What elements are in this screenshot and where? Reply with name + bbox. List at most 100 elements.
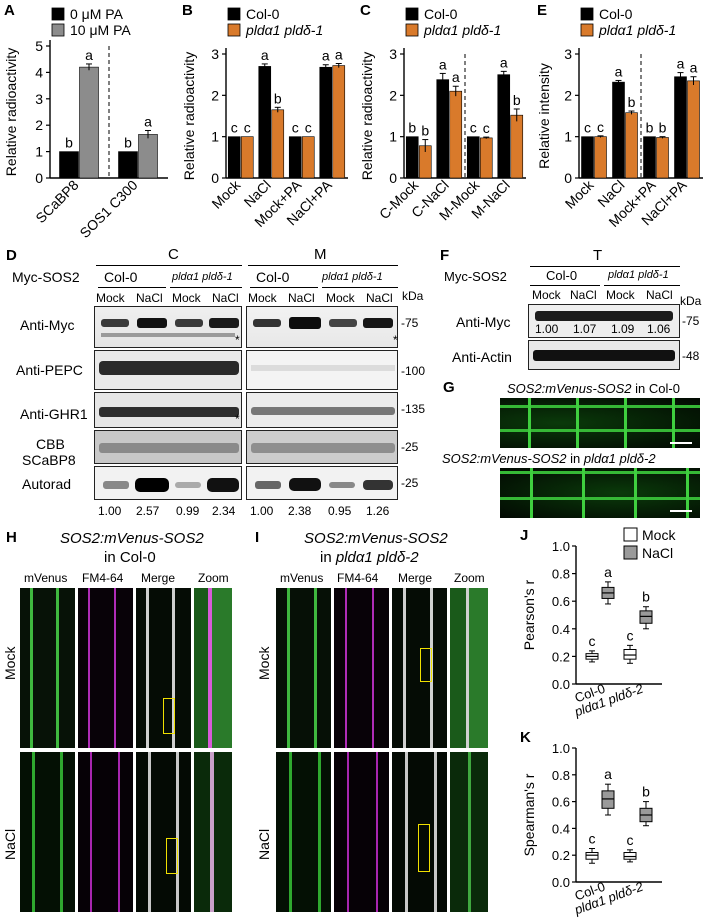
y-tick-label: 2 [564,87,572,103]
h-mock-zoom [194,588,232,748]
blot-row-label: CBB [36,436,65,452]
y-tick-label: 0.8 [552,567,570,582]
y-tick-label: 0.0 [552,677,570,692]
h-nacl-mvenus [20,752,75,912]
legend-label: pldα1 pldδ-1 [245,22,323,38]
box [601,790,615,809]
blot-m-cbb [246,430,398,464]
i-nacl-mvenus [276,752,331,912]
myc-sos2-label: Myc-SOS2 [12,269,80,285]
panel-letter: A [4,2,15,19]
quant-value: 1.00 [250,504,274,518]
h-title-1: SOS2:mVenus-SOS2 [60,530,204,547]
treat-label: NaCl [366,291,393,305]
bar [288,136,302,179]
y-tick-label: 1 [35,144,43,160]
y-tick-label: 2 [211,87,219,103]
legend-label: Col-0 [424,6,458,22]
y-tick-label: 0 [211,170,219,186]
significance-letter: c [470,120,477,136]
y-tick-label: 3 [564,46,572,62]
significance-letter: b [646,120,654,136]
significance-letter: b [642,589,650,605]
y-tick-label: 3 [35,91,43,107]
legend-swatch [405,7,419,21]
panel-letter: E [537,2,547,19]
blot-c-autorad [94,466,242,500]
legend-label: 10 μM PA [70,22,131,38]
genotype-line-2 [170,287,242,288]
genotype-line-4 [322,287,398,288]
h-row-nacl: NaCl [2,828,18,860]
h-mock-merge [136,588,191,748]
g-micrograph-col0 [500,398,700,448]
box [623,852,637,860]
blot-f-anti-actin [528,340,680,370]
genotype-col0-m: Col-0 [256,269,290,285]
category-label: SOS1 C300 [76,177,140,240]
star-marker: * [235,412,240,426]
i-col-merge: Merge [398,571,433,585]
genotype-col0-c: Col-0 [104,269,138,285]
blot-c-anti-ghr1 [94,392,242,428]
bar [240,136,254,179]
legend-swatch [405,23,419,37]
treat-label: Mock [606,288,635,302]
fraction-m-label: M [314,246,327,263]
significance-letter: c [305,120,312,136]
quant-value: 2.57 [136,504,160,518]
y-axis-label: Pearson's r [521,579,537,650]
bar [497,74,511,179]
bar [332,65,346,179]
fraction-m-line [248,265,398,266]
y-axis-label: Spearman's r [521,773,537,856]
blot-row-label: Anti-GHR1 [20,406,88,422]
bar [581,136,594,179]
panel-letter-g: G [443,379,455,396]
bar [625,112,638,179]
significance-letter: a [604,766,612,782]
i-mock-zoom [450,588,488,748]
h-row-mock: Mock [2,646,18,680]
y-tick-label: 0 [389,170,397,186]
bar [594,136,607,179]
significance-letter: a [615,63,623,79]
panel-letter: K [520,729,531,746]
legend-swatch [51,7,65,21]
blot-c-cbb [94,430,242,464]
mw-marker: -75 [401,316,419,330]
significance-letter: a [144,113,152,129]
star-marker: * [393,333,398,347]
significance-letter: b [628,94,636,110]
panel-letter: J [520,527,528,544]
y-tick-label: 0 [564,170,572,186]
bar [405,136,419,179]
significance-letter: a [677,56,685,72]
y-tick-label: 4 [35,64,43,80]
h-col-merge: Merge [141,571,176,585]
blot-row-label: SCaBP8 [22,452,76,468]
bar [449,90,463,179]
genotype-line-1 [98,287,166,288]
y-axis-label: Relative radioactivity [359,52,375,180]
treat-label: NaCl [136,291,163,305]
significance-letter: b [513,92,521,108]
bar [643,136,656,179]
y-tick-label: 2 [389,87,397,103]
bar [687,80,700,179]
box [623,649,637,660]
bar [656,137,669,179]
y-tick-label: 5 [35,38,43,54]
h-nacl-merge [136,752,191,912]
bar [612,81,625,179]
box [585,852,599,860]
quant-value: 1.26 [366,504,390,518]
significance-letter: c [483,120,490,136]
treat-label: Mock [248,291,277,305]
quant-value: 0.99 [176,504,200,518]
y-tick-label: 0.8 [552,768,570,783]
mw-marker: -75 [682,314,700,328]
treat-label: Mock [326,291,355,305]
quant-value: 2.34 [212,504,236,518]
